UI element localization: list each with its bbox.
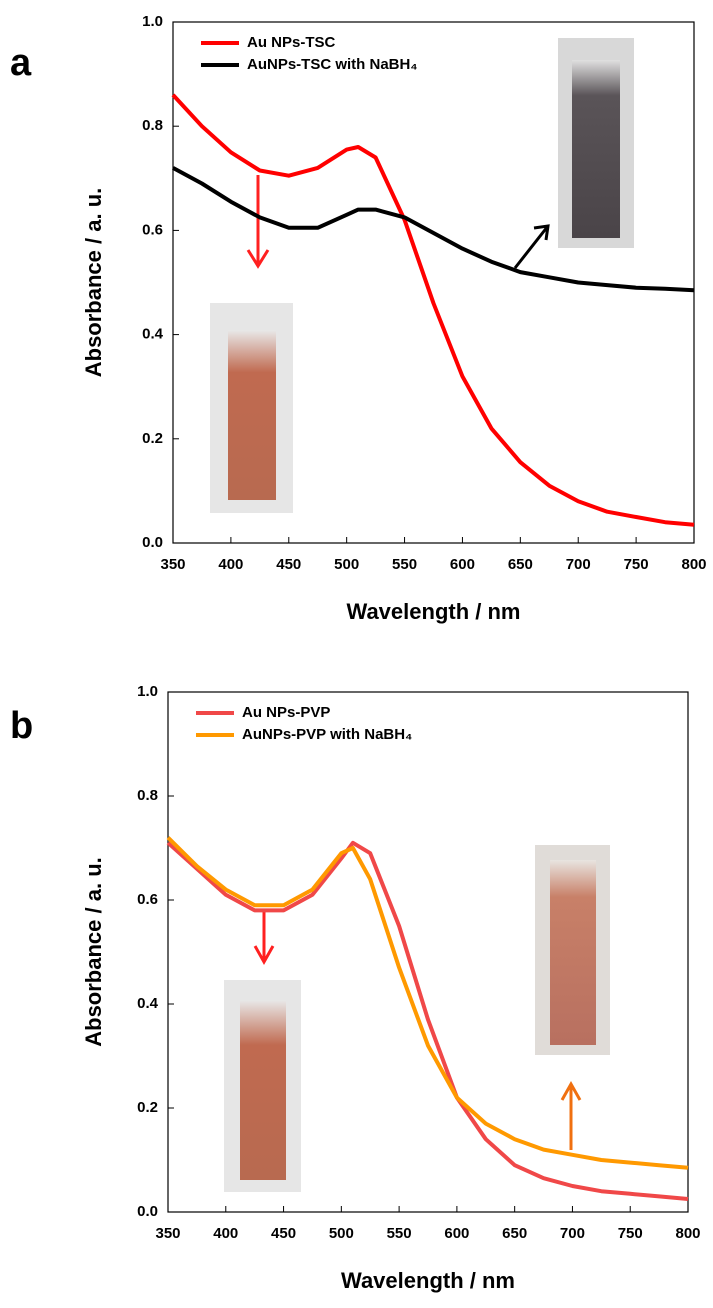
legend-label: Au NPs-TSC [247,34,336,51]
cuvette [572,60,620,238]
data-line [172,166,695,293]
cuvette [228,330,276,500]
data-line [171,93,695,527]
x-tick-label: 750 [618,1225,643,1242]
y-tick-label: 0.0 [142,534,163,551]
y-tick-label: 0.8 [137,787,158,804]
x-axis-title: Wavelength / nm [347,599,521,624]
x-tick-label: 450 [276,556,301,573]
y-axis-title: Absorbance / a. u. [81,188,106,378]
arrow [560,1080,582,1150]
x-tick-label: 650 [508,556,533,573]
y-tick-label: 1.0 [137,683,158,700]
y-tick-label: 1.0 [142,13,163,30]
legend-label: AuNPs-PVP with NaBH₄ [242,726,412,743]
panel-label: a [10,42,32,84]
y-tick-label: 0.0 [137,1203,158,1220]
y-tick-label: 0.2 [137,1099,158,1116]
x-tick-label: 800 [681,556,706,573]
x-tick-label: 400 [218,556,243,573]
x-tick-label: 500 [329,1225,354,1242]
x-tick-label: 500 [334,556,359,573]
arrow [246,175,270,269]
x-tick-label: 450 [271,1225,296,1242]
x-tick-label: 700 [560,1225,585,1242]
x-tick-label: 550 [392,556,417,573]
x-tick-label: 650 [502,1225,527,1242]
x-axis-title: Wavelength / nm [341,1268,515,1293]
insets [210,38,634,1192]
x-tick-label: 350 [160,556,185,573]
arrow [513,224,550,269]
x-tick-label: 400 [213,1225,238,1242]
x-tick-label: 750 [624,556,649,573]
arrow [253,912,275,966]
y-tick-label: 0.2 [142,430,163,447]
panel-label: b [10,705,33,747]
plot-frame [172,21,695,544]
x-tick-label: 600 [450,556,475,573]
x-tick-label: 350 [155,1225,180,1242]
legend-label: Au NPs-PVP [242,704,330,721]
data-line [166,836,689,1170]
y-tick-label: 0.4 [137,995,159,1012]
plot-frame [167,691,689,1213]
x-tick-label: 550 [387,1225,412,1242]
cuvette [550,860,596,1045]
x-tick-label: 700 [566,556,591,573]
y-axis-title: Absorbance / a. u. [81,857,106,1047]
x-tick-label: 600 [444,1225,469,1242]
legend-label: AuNPs-TSC with NaBH₄ [247,56,418,73]
y-tick-label: 0.6 [142,221,163,238]
y-tick-label: 0.8 [142,117,163,134]
y-tick-label: 0.6 [137,891,158,908]
y-tick-label: 0.4 [142,326,164,343]
arrows [246,175,582,1150]
x-tick-label: 800 [675,1225,700,1242]
cuvette [240,1000,286,1180]
data-line [166,840,689,1201]
